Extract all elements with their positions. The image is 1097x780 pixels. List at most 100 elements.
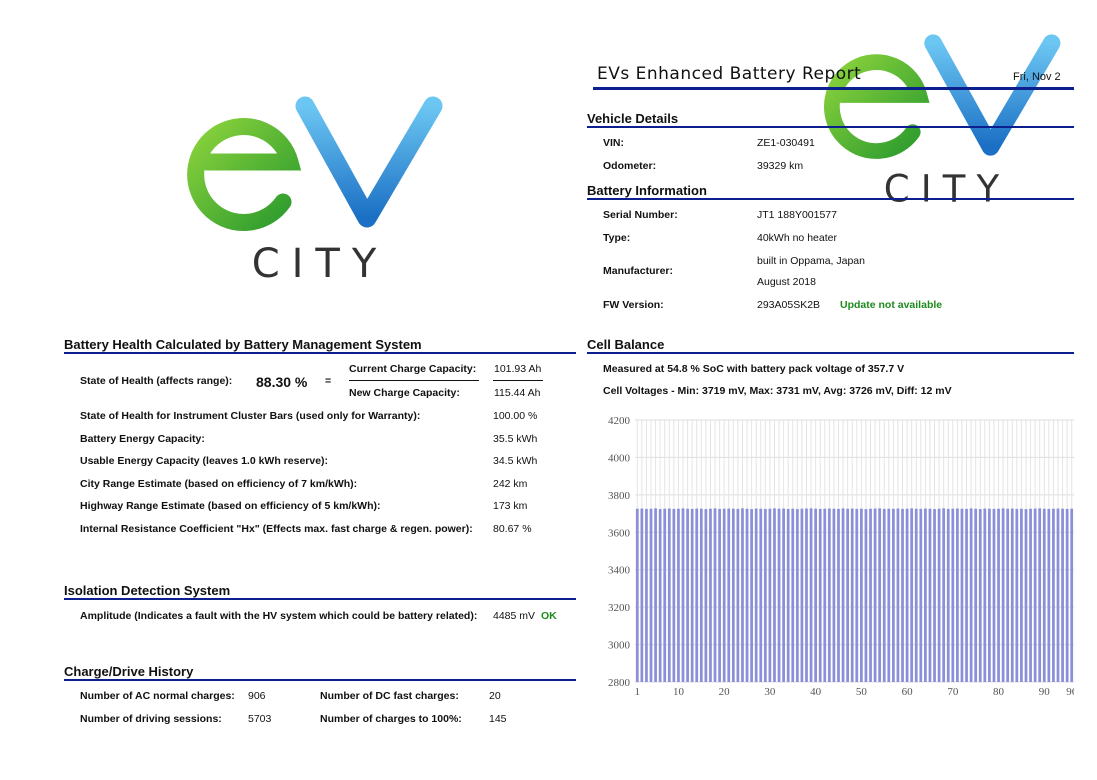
chart-y-tick-label: 2800 <box>608 677 631 689</box>
chart-bar <box>951 508 955 682</box>
chart-bar <box>727 508 731 682</box>
battery-info-heading: Battery Information <box>587 183 707 198</box>
isolation-heading: Isolation Detection System <box>64 583 231 598</box>
health-row-label: State of Health for Instrument Cluster B… <box>80 410 421 422</box>
chart-bar <box>699 508 703 682</box>
chart-bar <box>1033 508 1037 682</box>
section-divider <box>587 352 1074 354</box>
chart-bar <box>663 508 667 682</box>
chart-bar <box>869 508 872 682</box>
isolation-value: 4485 mV <box>493 610 536 622</box>
serial-label: Serial Number: <box>603 209 678 221</box>
report-title: EVs Enhanced Battery Report <box>597 64 862 84</box>
chart-bar <box>1038 508 1042 682</box>
chart-bar <box>960 508 964 682</box>
chart-bar <box>901 508 904 682</box>
chart-bar <box>681 508 685 682</box>
chart-bar <box>786 508 790 682</box>
driving-sessions-label: Number of driving sessions: <box>80 713 222 725</box>
chart-bar <box>997 508 1000 682</box>
type-label: Type: <box>603 232 631 244</box>
full-charges-value: 145 <box>489 713 507 725</box>
chart-bar <box>782 508 785 682</box>
chart-bar <box>832 508 836 682</box>
driving-sessions-value: 5703 <box>248 713 272 725</box>
health-row-label: City Range Estimate (based on efficiency… <box>80 478 358 490</box>
full-charges-label: Number of charges to 100%: <box>320 713 462 725</box>
header-divider <box>593 87 1074 90</box>
chart-bar <box>1010 508 1014 682</box>
chart-bar <box>667 508 671 682</box>
ev-city-logo: CITY <box>185 92 455 287</box>
health-row-label: Usable Energy Capacity (leaves 1.0 kWh r… <box>80 455 329 467</box>
chart-x-tick-label: 60 <box>902 686 914 698</box>
section-divider <box>587 198 1074 200</box>
equals-sign: = <box>325 375 332 387</box>
logo-city-text: CITY <box>252 241 389 287</box>
chart-bar <box>640 508 644 682</box>
chart-y-tick-label: 3000 <box>608 640 631 652</box>
section-divider <box>587 126 1074 128</box>
chart-bar <box>677 508 680 682</box>
new-capacity-value: 115.44 Ah <box>494 387 541 399</box>
chart-y-tick-label: 4200 <box>608 415 631 427</box>
chart-bar <box>841 508 845 682</box>
chart-x-tick-label: 70 <box>947 686 959 698</box>
chart-bar <box>864 509 868 682</box>
ev-city-logo-overlay: CITY <box>822 28 1072 213</box>
health-row-value: 173 km <box>493 500 528 512</box>
current-capacity-value: 101.93 Ah <box>494 363 542 375</box>
chart-bar <box>649 508 653 682</box>
svg-text:CITY: CITY <box>884 168 1010 211</box>
health-row-value: 242 km <box>493 478 528 490</box>
chart-bar <box>805 508 808 682</box>
type-value: 40kWh no heater <box>757 232 837 244</box>
health-row-value: 35.5 kWh <box>493 433 538 445</box>
chart-bar <box>818 508 822 682</box>
chart-bar <box>1029 508 1032 682</box>
section-divider <box>64 679 576 681</box>
serial-value: JT1 188Y001577 <box>757 209 837 221</box>
health-row-value: 34.5 kWh <box>493 455 538 467</box>
chart-x-tick-label: 90 <box>1039 686 1051 698</box>
chart-bar <box>942 508 946 682</box>
vin-value: ZE1-030491 <box>757 137 815 149</box>
cell-balance-heading: Cell Balance <box>587 337 665 352</box>
chart-bar <box>713 508 717 682</box>
chart-bar <box>988 508 991 682</box>
fraction-line <box>349 380 479 381</box>
chart-bar <box>1056 508 1060 682</box>
chart-bar <box>919 508 923 682</box>
chart-bar <box>672 508 676 682</box>
chart-bar <box>983 508 987 682</box>
new-capacity-label: New Charge Capacity: <box>349 387 460 399</box>
ac-charges-label: Number of AC normal charges: <box>80 690 235 702</box>
odometer-label: Odometer: <box>603 160 657 172</box>
health-row-value: 100.00 % <box>493 410 538 422</box>
vehicle-details-heading: Vehicle Details <box>587 111 679 126</box>
chart-x-tick-label: 20 <box>719 686 731 698</box>
odometer-value: 39329 km <box>757 160 804 172</box>
chart-bar <box>878 508 882 682</box>
fw-status: Update not available <box>840 299 943 311</box>
chart-bar <box>745 508 749 682</box>
chart-bar <box>763 508 767 682</box>
chart-bar <box>704 509 708 682</box>
vin-label: VIN: <box>603 137 624 149</box>
chart-x-tick-label: 50 <box>856 686 868 698</box>
dc-charges-label: Number of DC fast charges: <box>320 690 459 702</box>
chart-bar <box>928 508 932 682</box>
chart-bar <box>1006 508 1010 682</box>
chart-bar <box>827 508 831 682</box>
chart-bar <box>1070 508 1074 682</box>
chart-bar <box>1061 508 1064 682</box>
chart-bar <box>654 508 657 682</box>
cell-voltage-chart: 2800 3000 3200 3400 3600 3800 4000 4200 1 10 20 30 4… <box>590 410 1074 700</box>
chart-y-tick-label: 3200 <box>608 602 631 614</box>
chart-bar <box>773 508 776 682</box>
chart-bar <box>910 508 914 682</box>
chart-bar <box>1042 508 1046 682</box>
cell-voltage-chart-svg: 2800 3000 3200 3400 3600 3800 4000 4200 1 10 20 30 4… <box>608 415 1074 698</box>
fw-value: 293A05SK2B <box>757 299 821 311</box>
chart-bar <box>924 508 927 682</box>
